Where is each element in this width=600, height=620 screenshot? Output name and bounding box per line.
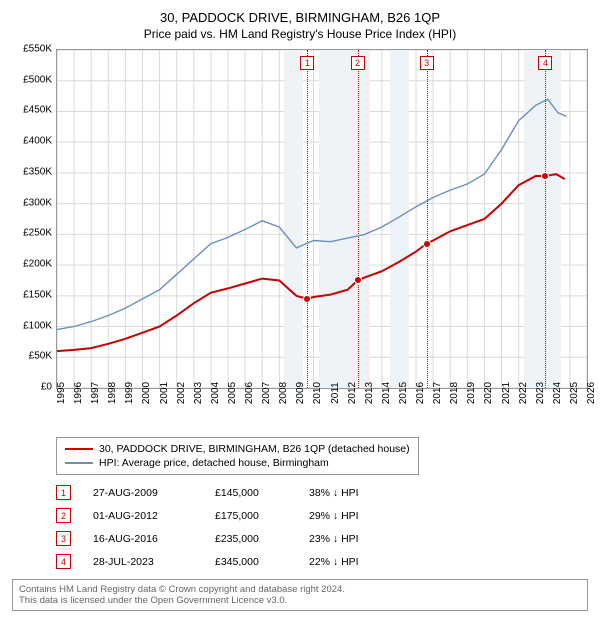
- sale-date: 16-AUG-2016: [93, 533, 193, 545]
- sale-index-box: 3: [56, 531, 71, 546]
- sale-price: £145,000: [215, 487, 287, 499]
- sale-index-box: 4: [56, 554, 71, 569]
- footer-attribution: Contains HM Land Registry data © Crown c…: [12, 579, 588, 611]
- y-tick-label: £400K: [23, 136, 52, 147]
- footer-line-1: Contains HM Land Registry data © Crown c…: [19, 584, 581, 595]
- sale-date: 28-JUL-2023: [93, 556, 193, 568]
- chart-subtitle: Price paid vs. HM Land Registry's House …: [12, 27, 588, 41]
- sale-point-marker: [423, 240, 431, 248]
- legend-row: HPI: Average price, detached house, Birm…: [65, 456, 410, 470]
- sale-delta: 23% ↓ HPI: [309, 533, 359, 545]
- y-tick-label: £100K: [23, 320, 52, 331]
- legend-row: 30, PADDOCK DRIVE, BIRMINGHAM, B26 1QP (…: [65, 442, 410, 456]
- x-tick-label: 2026: [586, 382, 597, 404]
- plot-wrap: 1234 19951996199719981999200020012002200…: [56, 49, 588, 429]
- y-tick-label: £200K: [23, 259, 52, 270]
- sale-index-box: 1: [56, 485, 71, 500]
- legend-label: HPI: Average price, detached house, Birm…: [99, 457, 329, 469]
- footer-line-2: This data is licensed under the Open Gov…: [19, 595, 581, 606]
- series-svg: [57, 50, 587, 388]
- sale-row: 1 27-AUG-2009 £145,000 38% ↓ HPI: [56, 481, 588, 504]
- sale-point-marker: [303, 295, 311, 303]
- sale-date: 27-AUG-2009: [93, 487, 193, 499]
- y-axis: £0£50K£100K£150K£200K£250K£300K£350K£400…: [12, 49, 56, 389]
- legend-swatch: [65, 448, 93, 450]
- chart-title: 30, PADDOCK DRIVE, BIRMINGHAM, B26 1QP: [12, 10, 588, 25]
- y-tick-label: £0: [41, 382, 52, 393]
- y-tick-label: £150K: [23, 289, 52, 300]
- y-tick-label: £50K: [29, 351, 52, 362]
- sale-delta: 38% ↓ HPI: [309, 487, 359, 499]
- x-axis: 1995199619971998199920002001200220032004…: [56, 389, 588, 425]
- sale-delta: 29% ↓ HPI: [309, 510, 359, 522]
- sale-row: 2 01-AUG-2012 £175,000 29% ↓ HPI: [56, 504, 588, 527]
- y-tick-label: £300K: [23, 197, 52, 208]
- y-tick-label: £550K: [23, 44, 52, 55]
- sale-price: £235,000: [215, 533, 287, 545]
- chart-area: £0 £50K £100K £150K £200K £250K £300K £350K £400…: [12, 49, 588, 429]
- sale-point-marker: [541, 172, 549, 180]
- sale-price: £175,000: [215, 510, 287, 522]
- sale-point-marker: [354, 276, 362, 284]
- sale-date: 01-AUG-2012: [93, 510, 193, 522]
- plot-region: 1234: [56, 49, 588, 389]
- legend-label: 30, PADDOCK DRIVE, BIRMINGHAM, B26 1QP (…: [99, 443, 410, 455]
- sale-delta: 22% ↓ HPI: [309, 556, 359, 568]
- y-tick-label: £250K: [23, 228, 52, 239]
- legend-swatch: [65, 462, 93, 464]
- sale-row: 4 28-JUL-2023 £345,000 22% ↓ HPI: [56, 550, 588, 573]
- y-tick-label: £350K: [23, 166, 52, 177]
- sale-row: 3 16-AUG-2016 £235,000 23% ↓ HPI: [56, 527, 588, 550]
- y-tick-label: £500K: [23, 74, 52, 85]
- y-tick-label: £450K: [23, 105, 52, 116]
- chart-container: 30, PADDOCK DRIVE, BIRMINGHAM, B26 1QP P…: [0, 0, 600, 619]
- legend: 30, PADDOCK DRIVE, BIRMINGHAM, B26 1QP (…: [56, 437, 419, 475]
- sales-table: 1 27-AUG-2009 £145,000 38% ↓ HPI 2 01-AUG-201…: [56, 481, 588, 573]
- sale-price: £345,000: [215, 556, 287, 568]
- sale-index-box: 2: [56, 508, 71, 523]
